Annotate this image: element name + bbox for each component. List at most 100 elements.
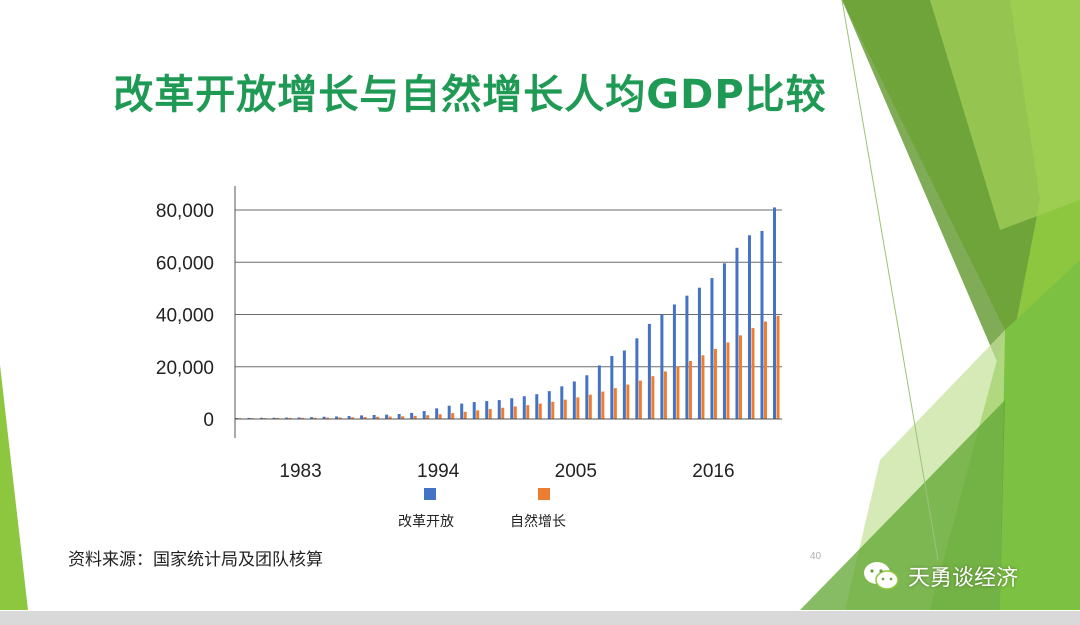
watermark-text: 天勇谈经济 [908,566,1019,591]
bar-reform [435,408,439,419]
bar-natural [776,315,780,419]
bar-reform [585,375,589,419]
y-tick-label: 60,000 [156,253,214,274]
bar-reform [297,417,301,419]
axes [234,186,782,438]
bar-natural [526,405,530,419]
bar-reform [235,417,238,419]
y-tick-labels: 0 20,000 40,000 60,000 80,000 [156,201,214,431]
x-tick-label: 2005 [555,461,597,482]
wechat-icon [864,562,899,590]
bar-reform [535,394,539,419]
bar-natural [376,416,380,419]
bar-natural [463,411,467,419]
x-tick-label: 2016 [692,461,734,482]
bar-reform [760,230,764,419]
y-tick-label: 0 [203,410,214,431]
bar-reform [597,365,601,419]
bar-natural [451,413,455,419]
bar-natural [513,406,517,419]
bar-reform [410,412,414,419]
bar-reform [260,417,264,419]
y-tick-label: 80,000 [156,201,214,222]
deco-line [841,0,939,561]
bar-natural [638,380,642,419]
bar-natural [701,355,705,419]
page-number: 40 [810,551,822,562]
bar-natural [276,417,280,419]
deco-shape-light [930,0,1080,230]
bars [235,207,780,419]
bar-reform [660,314,664,419]
watermark: 天勇谈经济 [862,560,1018,592]
bar-reform [372,414,376,419]
bar-natural [751,328,755,419]
bar-reform [447,405,451,419]
bar-natural [763,321,767,419]
bar-natural [538,403,542,419]
bar-natural [563,399,567,419]
bar-natural [388,416,392,419]
bar-reform [422,411,426,419]
bar-reform [385,414,389,419]
bar-natural [488,409,492,419]
bar-natural [401,416,405,419]
bar-reform [710,278,714,419]
bar-natural [726,342,730,419]
bar-reform [747,235,751,419]
bar-reform [360,415,364,419]
bar-reform [497,400,501,419]
bar-natural [601,391,605,419]
bar-reform [635,338,639,419]
bar-reform [510,398,514,419]
bar-natural [326,417,330,419]
bar-natural [551,401,555,419]
bar-reform [572,381,576,419]
bar-reform [272,417,276,419]
deco-shape-base [800,400,1005,610]
bar-reform [773,207,776,419]
slide-title: 改革开放增长与自然增长人均GDP比较 [113,72,827,118]
bar-reform [522,396,526,419]
deco-shape-left [0,365,28,610]
bar-reform [547,391,551,419]
bar-reform [485,401,489,419]
bar-reform [672,304,676,419]
bar-reform [285,417,289,419]
bar-natural [476,410,480,419]
bar-natural [676,366,680,419]
bar-reform [472,402,476,419]
bar-natural [301,417,305,419]
bar-reform [722,263,726,419]
bar-natural [626,384,630,419]
bar-natural [651,376,655,419]
bar-reform [735,247,739,419]
bar-reform [622,350,626,419]
bottom-bar [0,611,1080,625]
bar-reform [610,355,614,419]
bar-natural [613,388,617,419]
bar-reform [647,323,651,419]
bar-reform [335,416,339,419]
bar-natural [338,417,342,419]
bar-natural [426,415,430,419]
bar-reform [322,416,326,419]
bar-natural [588,394,592,419]
legend-swatch [538,488,550,500]
bar-reform [397,414,401,419]
bar-natural [351,417,355,419]
bar-natural [413,415,417,419]
source-note: 资料来源：国家统计局及团队核算 [68,550,323,570]
bar-natural [313,417,317,419]
legend: 改革开放 自然增长 [398,488,566,530]
bar-natural [501,407,505,419]
y-tick-label: 20,000 [156,358,214,379]
bar-natural [288,417,292,419]
bar-natural [663,371,667,419]
bar-natural [576,397,580,419]
bar-reform [460,403,464,419]
bar-natural [438,414,442,419]
y-tick-label: 40,000 [156,306,214,327]
